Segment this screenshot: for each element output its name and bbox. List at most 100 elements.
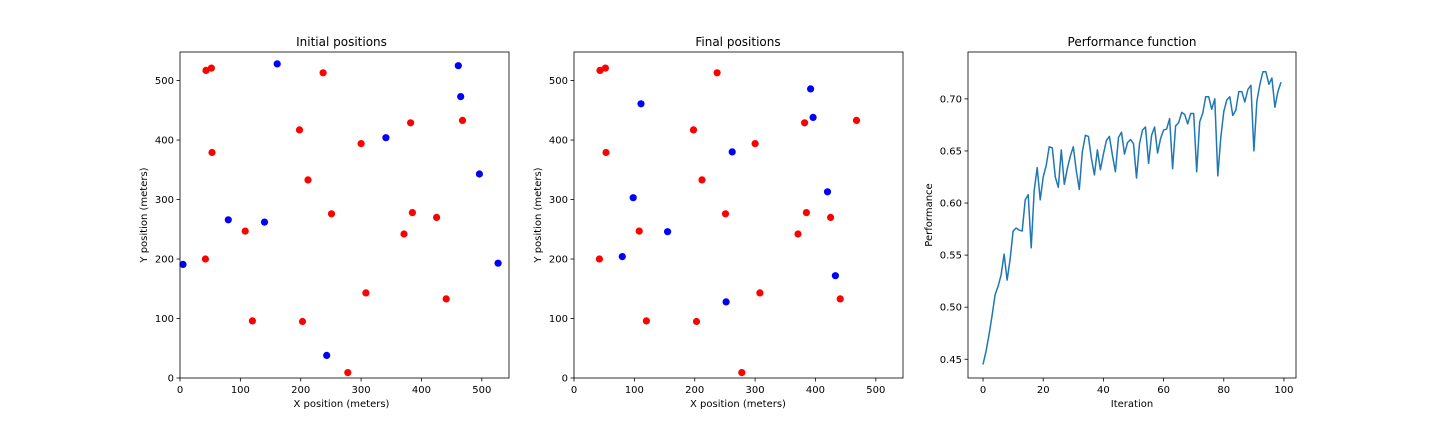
y-axis-label: Performance [924,183,935,246]
data-point [595,255,604,263]
data-point [738,369,746,377]
x-tick-label: 300 [746,385,765,396]
y-tick-label: 100 [155,314,174,325]
data-point [458,116,467,124]
y-tick-label: 500 [155,76,174,87]
data-point [400,230,408,238]
y-tick-label: 0.50 [940,303,962,314]
x-tick-label: 0 [980,385,986,396]
data-point [208,148,216,157]
data-point [207,64,215,72]
data-point [179,260,187,268]
y-tick-label: 200 [155,255,174,266]
y-tick-label: 0.65 [940,146,962,157]
panel-final-positions: Final positions X position (meters) Y po… [533,35,904,410]
series-line [982,71,1282,365]
data-point [635,227,643,235]
data-point [692,317,701,326]
y-tick-label: 0.70 [940,94,962,105]
y-tick-label: 300 [155,195,174,206]
x-tick-label: 60 [1157,385,1170,396]
y-axis-label: Y position (meters) [139,167,150,263]
data-point [433,213,441,221]
x-tick-label: 20 [1037,385,1050,396]
x-tick-label: 200 [291,385,310,396]
data-point [273,60,281,68]
data-point [664,228,672,236]
data-point [362,289,370,297]
y-tick-label: 0 [168,374,174,385]
x-tick-label: 100 [1274,385,1293,396]
data-point [319,69,327,77]
y-tick-label: 400 [155,136,174,147]
data-point [721,210,730,218]
x-tick-label: 400 [806,385,825,396]
data-point [756,289,764,297]
data-point [794,230,802,238]
chart-title: Final positions [695,35,780,49]
data-point [382,134,390,142]
data-point [596,66,604,74]
x-tick-label: 0 [571,385,577,396]
panel-initial-positions: Initial positions X position (meters) Y … [139,35,510,410]
x-tick-label: 100 [231,385,250,396]
data-point [224,216,232,224]
y-axis-label: Y position (meters) [533,167,544,263]
x-tick-label: 500 [866,385,885,396]
data-point [713,69,721,77]
data-point [637,100,645,108]
data-point [202,66,210,74]
y-tick-label: 400 [549,136,568,147]
x-tick-label: 400 [412,385,431,396]
data-point [357,140,365,148]
data-point [457,93,465,101]
data-point [454,62,462,70]
y-tick-label: 0.55 [940,251,962,262]
data-point [295,126,304,134]
data-point [601,64,610,72]
data-point [698,176,706,184]
data-point [298,317,307,326]
axes-frame [179,51,510,379]
data-point [618,253,626,261]
data-point [248,317,256,325]
data-point [823,188,832,196]
data-point [344,369,352,377]
y-tick-label: 100 [549,314,568,325]
x-tick-label: 200 [685,385,704,396]
y-tick-label: 0.45 [940,355,962,366]
data-point [801,119,809,127]
x-axis-label: X position (meters) [690,399,786,410]
chart-title: Initial positions [296,35,387,49]
data-point [494,259,502,267]
data-point [408,209,416,217]
x-tick-label: 80 [1217,385,1230,396]
data-point [602,148,610,157]
data-point [809,113,817,121]
data-point [836,295,844,303]
data-point [327,210,336,218]
y-tick-label: 500 [549,76,568,87]
x-axis-label: X position (meters) [294,399,390,410]
data-point [201,255,209,263]
data-point [689,126,698,134]
x-axis-label: Iteration [1111,399,1153,410]
data-point [852,116,861,124]
data-point [629,194,637,202]
chart-title: Performance function [1068,35,1197,49]
axes-frame [967,51,1297,379]
y-tick-label: 300 [549,195,568,206]
data-point [260,218,269,226]
data-point [827,213,835,221]
data-point [407,119,415,127]
data-point [323,351,331,359]
data-point [751,140,759,148]
data-point [802,209,811,217]
x-tick-label: 500 [472,385,491,396]
y-tick-label: 0 [562,374,568,385]
data-point [807,85,815,93]
x-tick-label: 40 [1097,385,1110,396]
axes-frame [573,51,904,379]
data-point [728,148,736,156]
